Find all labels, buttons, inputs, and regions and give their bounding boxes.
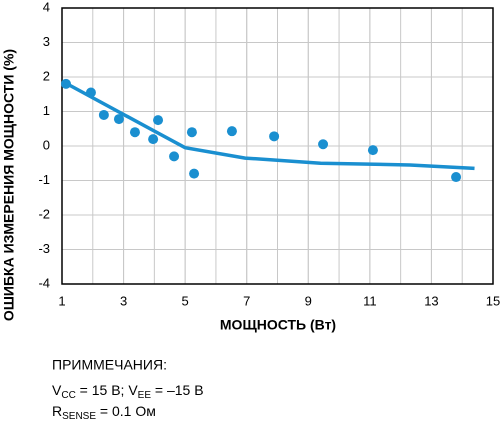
note-subscript: SENSE	[62, 411, 96, 422]
y-tick-label: 2	[43, 68, 50, 83]
notes-title: ПРИММЕЧАНИЯ:	[52, 357, 167, 373]
y-tick-label: -2	[38, 206, 50, 221]
note-text: R	[52, 403, 62, 419]
data-point	[269, 131, 280, 142]
y-tick-label: 0	[43, 137, 50, 152]
data-point	[186, 127, 197, 138]
x-tick-label: 3	[120, 293, 127, 308]
note-text: = 0.1 Ом	[96, 403, 156, 419]
data-point	[113, 114, 124, 125]
data-point	[98, 109, 109, 120]
y-tick-label: 3	[43, 34, 50, 49]
y-tick-label: -4	[38, 275, 50, 290]
x-axis-label: МОЩНОСТЬ (Вт)	[220, 317, 336, 333]
x-tick-label: 11	[363, 293, 377, 308]
x-tick-label: 9	[305, 293, 312, 308]
y-tick-label: 1	[43, 103, 50, 118]
note-text: = –15 В	[151, 382, 204, 398]
data-point	[226, 126, 237, 137]
x-tick-label: 1	[58, 293, 65, 308]
data-point	[451, 172, 462, 183]
data-point	[148, 134, 159, 145]
x-tick-label: 15	[486, 293, 500, 308]
fit-line	[61, 79, 475, 171]
data-point	[129, 127, 140, 138]
note-text: V	[52, 382, 62, 398]
x-tick-label: 5	[182, 293, 189, 308]
y-tick-label: -3	[38, 241, 50, 256]
data-point	[367, 145, 378, 156]
note-text: = 15 В; V	[76, 382, 139, 398]
y-axis-label: ОШИБКА ИЗМЕРЕНИЯ МОЩНОСТИ (%)	[1, 49, 17, 321]
x-tick-label: 13	[424, 293, 438, 308]
note-line: VCC = 15 В; VEE = –15 В	[52, 382, 204, 401]
y-tick-label: -1	[38, 172, 50, 187]
x-tick-label: 7	[243, 293, 250, 308]
data-point	[153, 115, 164, 126]
note-subscript: EE	[138, 390, 152, 401]
y-tick-label: 4	[43, 0, 50, 14]
data-point	[318, 139, 329, 150]
data-point	[189, 168, 200, 179]
note-subscript: CC	[61, 390, 75, 401]
data-point	[169, 151, 180, 162]
note-line: RSENSE = 0.1 Ом	[52, 403, 156, 422]
plot-frame	[61, 7, 494, 285]
